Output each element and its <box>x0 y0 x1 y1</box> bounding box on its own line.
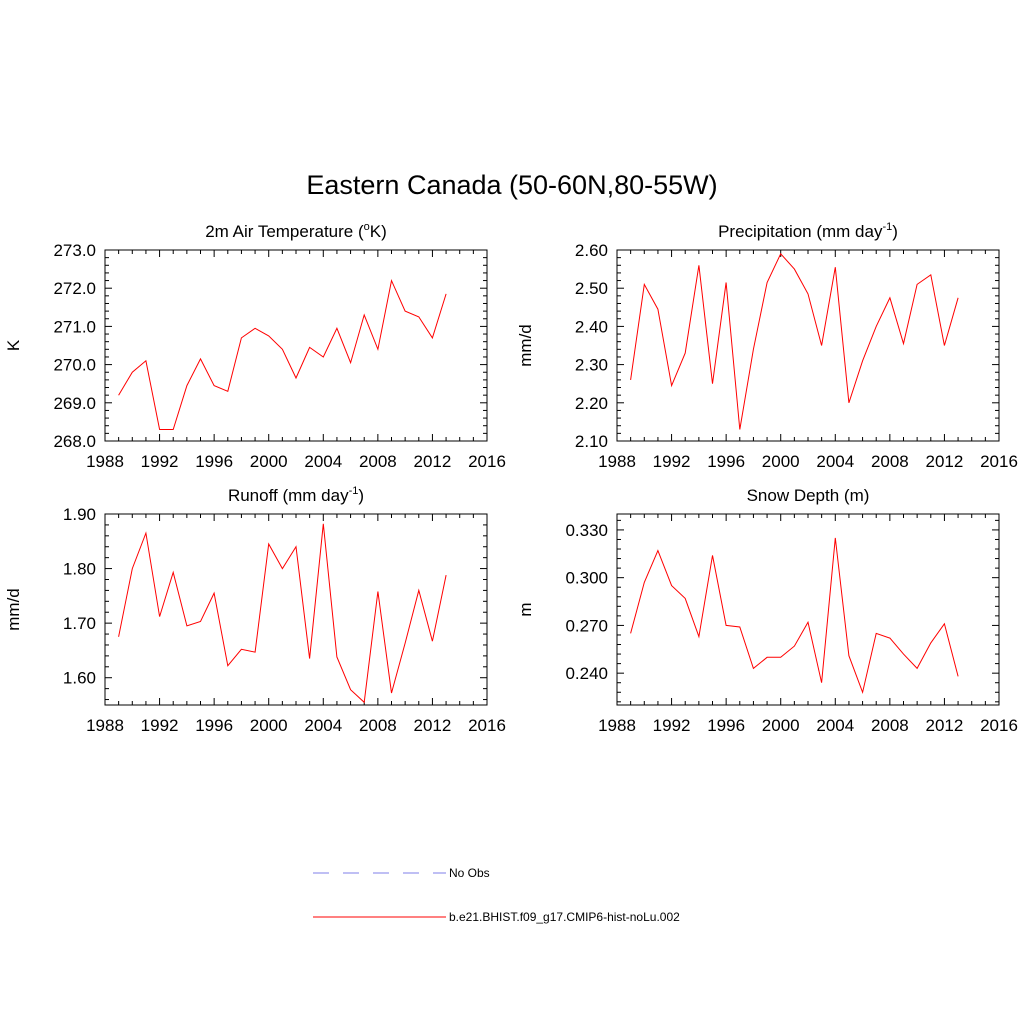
y-tick-label: 1.80 <box>63 560 96 579</box>
panel-title-superscript: -1 <box>882 221 892 233</box>
panel-runoff: Runoff (mm day-1) mm/d 1988 1992 1996 2000 200… <box>4 485 506 735</box>
x-tick-label: 1996 <box>707 716 745 735</box>
x-tick-label: 1988 <box>598 452 636 471</box>
x-tick-label: 1988 <box>86 716 124 735</box>
figure-title: Eastern Canada (50-60N,80-55W) <box>306 170 718 200</box>
x-tick-label: 1988 <box>598 716 636 735</box>
x-tick-label: 2000 <box>250 452 288 471</box>
plot-frame <box>104 249 488 442</box>
panel-precipitation: Precipitation (mm day-1) mm/d 1988 1992 1996… <box>516 221 1018 471</box>
x-tick-label: 2012 <box>414 716 452 735</box>
y-axis-label: mm/d <box>516 324 535 367</box>
x-tick-label: 2008 <box>359 452 397 471</box>
panel-title-text: Precipitation (mm day <box>718 222 883 241</box>
x-tick-label: 1996 <box>195 452 233 471</box>
x-tick-label: 2000 <box>762 452 800 471</box>
panel-title-superscript: -1 <box>349 485 359 497</box>
y-tick-label: 2.20 <box>575 394 608 413</box>
y-axis-label: mm/d <box>4 588 23 631</box>
panel-snow-depth: Snow Depth (m) m 1988 1992 1996 2000 2004 2008 2… <box>516 486 1018 735</box>
y-tick-label: 0.240 <box>565 664 608 683</box>
x-tick-label: 2008 <box>871 716 909 735</box>
series-line <box>118 523 447 704</box>
y-tick-label: 1.70 <box>63 614 96 633</box>
x-tick-label: 2004 <box>304 716 342 735</box>
y-tick-label: 2.40 <box>575 317 608 336</box>
series-line <box>118 278 447 430</box>
x-tick-label: 1996 <box>707 452 745 471</box>
x-tick-label: 2012 <box>414 452 452 471</box>
panel-title-text: 2m Air Temperature ( <box>205 222 364 241</box>
x-tick-label: 1996 <box>195 716 233 735</box>
panel-title-text: Snow Depth (m) <box>747 486 870 505</box>
x-tick-label: 2000 <box>250 716 288 735</box>
panel-title: Precipitation (mm day-1) <box>718 221 898 241</box>
x-tick-label: 2004 <box>304 452 342 471</box>
panel-title-text-end: ) <box>358 486 364 505</box>
y-tick-label: 269.0 <box>53 394 96 413</box>
x-tick-label: 2016 <box>468 716 506 735</box>
x-tick-label: 2004 <box>816 716 854 735</box>
x-tick-label: 2016 <box>980 716 1018 735</box>
y-tick-label: 2.60 <box>575 241 608 260</box>
panel-title-text-end: K) <box>370 222 387 241</box>
y-axis-label: m <box>516 602 535 616</box>
x-tick-label: 2008 <box>871 452 909 471</box>
panel-title: Snow Depth (m) <box>747 486 870 505</box>
x-tick-label: 2012 <box>926 452 964 471</box>
y-tick-label: 2.30 <box>575 356 608 375</box>
y-tick-label: 272.0 <box>53 279 96 298</box>
panel-title-superscript: o <box>364 221 370 233</box>
y-tick-label: 0.330 <box>565 521 608 540</box>
series-line <box>630 537 959 695</box>
y-tick-label: 2.50 <box>575 279 608 298</box>
x-tick-label: 2004 <box>816 452 854 471</box>
y-tick-label: 0.270 <box>565 616 608 635</box>
y-tick-label: 0.300 <box>565 569 608 588</box>
y-tick-label: 1.90 <box>63 505 96 524</box>
y-tick-label: 2.10 <box>575 432 608 451</box>
x-tick-label: 2016 <box>980 452 1018 471</box>
panel-title-text: Runoff (mm day <box>228 486 349 505</box>
x-tick-label: 1988 <box>86 452 124 471</box>
x-tick-label: 2016 <box>468 452 506 471</box>
panel-title: Runoff (mm day-1) <box>228 485 364 505</box>
panel-title: 2m Air Temperature (oK) <box>205 221 387 241</box>
y-tick-label: 1.60 <box>63 669 96 688</box>
x-tick-label: 2012 <box>926 716 964 735</box>
y-tick-label: 268.0 <box>53 432 96 451</box>
x-tick-label: 2000 <box>762 716 800 735</box>
y-tick-label: 273.0 <box>53 241 96 260</box>
x-tick-label: 1992 <box>653 452 691 471</box>
x-tick-label: 1992 <box>141 716 179 735</box>
panel-title-text-end: ) <box>892 222 898 241</box>
x-tick-label: 1992 <box>141 452 179 471</box>
x-tick-label: 1992 <box>653 716 691 735</box>
y-tick-label: 271.0 <box>53 317 96 336</box>
x-tick-label: 2008 <box>359 716 397 735</box>
y-tick-label: 270.0 <box>53 356 96 375</box>
plot-frame <box>616 249 1000 442</box>
plot-frame <box>616 513 1000 706</box>
series-line <box>630 252 959 430</box>
panel-air-temperature: 2m Air Temperature (oK) K 1988 1992 1996 2000… <box>4 221 506 471</box>
y-axis-label: K <box>4 339 23 351</box>
